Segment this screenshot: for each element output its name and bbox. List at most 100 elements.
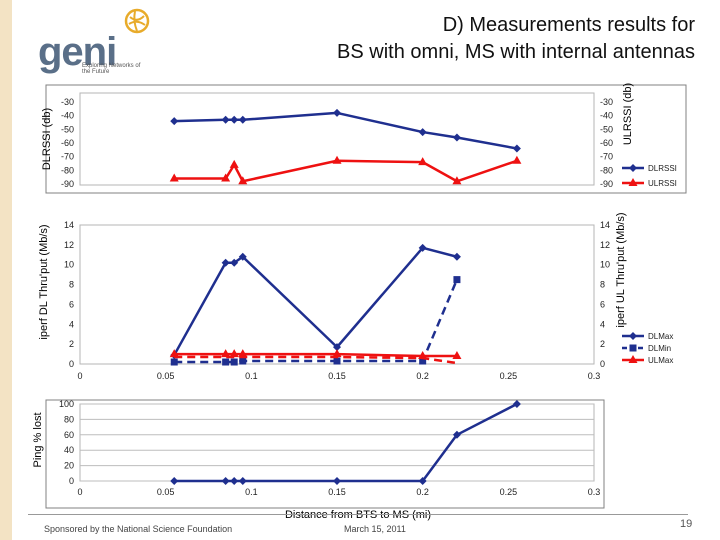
throughput-ytick-right: 0	[600, 359, 605, 369]
throughput-ytick-right: 2	[600, 339, 605, 349]
throughput-ulmax-point	[169, 349, 179, 358]
sidebar-stripe	[0, 0, 12, 540]
throughput-ytick-left: 10	[64, 260, 74, 270]
rssi-ylabel-right: ULRSSI (db)	[622, 83, 634, 145]
throughput-ytick-left: 12	[64, 240, 74, 250]
rssi-ulrssi-point	[452, 176, 462, 185]
rssi-ulrssi-point	[332, 155, 342, 164]
chart-marks: -30 -30 -40 -40 -50 -50 -60 -60 -70 -70 -80 -80 -90 -…	[59, 97, 677, 497]
rssi-dlrssi-point	[221, 115, 230, 124]
throughput-ytick-left: 6	[69, 299, 74, 309]
throughput-xtick: 0.25	[500, 371, 518, 381]
throughput-dlmax-point	[452, 252, 461, 261]
legend-marker-ulrssi	[628, 178, 638, 186]
throughput-series-ulmin-line	[174, 355, 458, 365]
throughput-ytick-right: 14	[600, 220, 610, 230]
throughput-dlmax-point	[333, 343, 341, 352]
rssi-ytick-right: -60	[600, 138, 613, 148]
throughput-dlmin-point	[170, 358, 178, 366]
throughput-ytick-right: 6	[600, 299, 605, 309]
rssi-ytick-left: -70	[61, 152, 74, 162]
ping-ytick-left: 80	[64, 414, 74, 424]
ping-xlabel: Distance from BTS to MS (mi)	[285, 509, 431, 521]
ping-xtick: 0.3	[588, 487, 601, 497]
rssi-ytick-right: -50	[600, 124, 613, 134]
ping-ytick-left: 0	[69, 476, 74, 486]
rssi-ulrssi-point	[229, 159, 239, 168]
throughput-series-ulmax-line	[174, 352, 457, 358]
throughput-xtick: 0.2	[416, 371, 429, 381]
throughput-ytick-left: 4	[69, 319, 74, 329]
rssi-ytick-left: -60	[61, 138, 74, 148]
legend-label-ulrssi: ULRSSI	[648, 179, 677, 188]
ping-xtick: 0.2	[416, 487, 429, 497]
ping-xtick: 0.15	[328, 487, 346, 497]
throughput-series-dlmax-line	[173, 246, 458, 356]
rssi-ytick-left: -90	[61, 179, 74, 189]
throughput-xtick: 0	[77, 371, 82, 381]
ping-ytick-left: 60	[64, 430, 74, 440]
ping-ping-point	[238, 477, 247, 485]
title-line-2: BS with omni, MS with internal antennas	[337, 41, 695, 63]
ping-xtick: 0	[77, 487, 82, 497]
ping-xtick: 0.05	[157, 487, 175, 497]
top-frame	[45, 84, 687, 194]
legend-marker-dlmax	[629, 332, 637, 340]
throughput-series-dlmin-line	[174, 279, 459, 364]
rssi-ytick-left: -40	[61, 111, 74, 121]
footer-divider	[28, 514, 688, 515]
rssi-ylabel-left: DLRSSI (db)	[41, 108, 53, 170]
throughput-ytick-right: 12	[600, 240, 610, 250]
rssi-plot-area	[79, 92, 595, 186]
globe-icon	[124, 8, 150, 34]
title-line-1: D) Measurements results for	[442, 14, 695, 36]
rssi-ulrssi-point	[512, 155, 522, 164]
throughput-ytick-left: 0	[69, 359, 74, 369]
throughput-ytick-right: 4	[600, 319, 605, 329]
throughput-ulmax-point	[238, 349, 248, 358]
slide-title: D) Measurements results for BS with omni…	[240, 12, 695, 66]
throughput-dlmin-point	[239, 357, 247, 365]
ping-ping-point	[230, 477, 239, 485]
throughput-ytick-left: 2	[69, 339, 74, 349]
rssi-ytick-right: -40	[600, 111, 613, 121]
legend-label-dlmin: DLMin	[648, 344, 671, 353]
rssi-dlrssi-point	[230, 115, 239, 124]
logo-wordmark: geni	[38, 30, 117, 74]
throughput-ulmax-point	[452, 351, 462, 360]
throughput-dlmin-point	[453, 276, 461, 284]
throughput-dlmax-point	[418, 243, 427, 252]
ping-ylabel: Ping % lost	[32, 412, 44, 467]
legend-marker-dlrssi	[629, 164, 637, 172]
throughput-ytick-left: 8	[69, 280, 74, 290]
footer-date: March 15, 2011	[344, 524, 406, 534]
ping-ytick-left: 100	[59, 399, 74, 409]
geni-logo: geni Exploring Networks of the Future	[38, 6, 150, 76]
rssi-dlrssi-point	[512, 144, 521, 153]
throughput-ytick-left: 14	[64, 220, 74, 230]
ping-series-ping-line	[174, 402, 518, 483]
legend-marker-ulmax	[628, 355, 638, 363]
throughput-dlmax-point	[221, 258, 230, 267]
throughput-ylabel-left: iperf DL Thru'put (Mb/s)	[38, 224, 50, 339]
throughput-ytick-right: 10	[600, 260, 610, 270]
throughput-ulmax-point	[229, 349, 239, 358]
rssi-dlrssi-point	[418, 128, 427, 137]
rssi-dlrssi-point	[452, 133, 461, 142]
throughput-ulmax-point	[418, 351, 428, 360]
throughput-xtick: 0.1	[245, 371, 258, 381]
throughput-dlmax-point	[230, 258, 239, 267]
ping-ping-point	[333, 477, 341, 485]
ping-ping-point	[221, 477, 230, 485]
throughput-ulmax-point	[221, 349, 231, 358]
rssi-ytick-right: -80	[600, 165, 613, 175]
throughput-dlmin-point	[333, 357, 341, 365]
throughput-dlmin-point	[230, 358, 238, 366]
ping-ytick-left: 40	[64, 445, 74, 455]
rssi-ytick-left: -30	[61, 97, 74, 107]
throughput-dlmax-point	[238, 252, 247, 261]
throughput-ytick-right: 8	[600, 280, 605, 290]
rssi-dlrssi-point	[333, 108, 341, 117]
